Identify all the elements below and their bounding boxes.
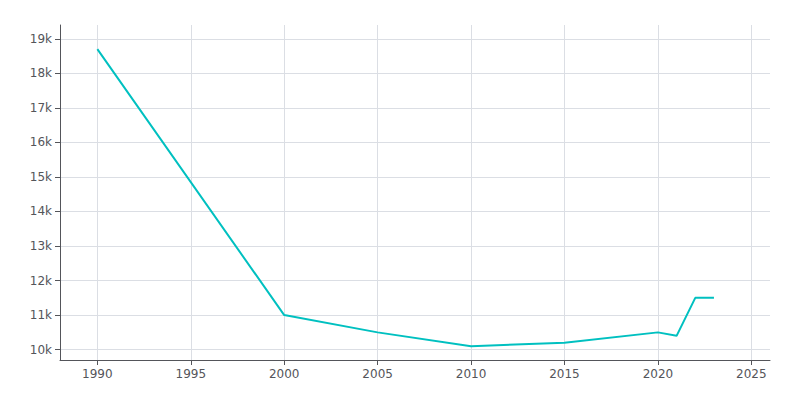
svg-text:14k: 14k: [30, 204, 52, 218]
svg-text:2000: 2000: [269, 367, 300, 381]
svg-text:2015: 2015: [549, 367, 580, 381]
svg-text:15k: 15k: [30, 170, 52, 184]
svg-text:18k: 18k: [30, 66, 52, 80]
svg-text:1995: 1995: [176, 367, 207, 381]
svg-text:2025: 2025: [736, 367, 767, 381]
svg-text:19k: 19k: [30, 32, 52, 46]
svg-text:1990: 1990: [82, 367, 113, 381]
svg-text:2005: 2005: [362, 367, 393, 381]
svg-text:12k: 12k: [30, 274, 52, 288]
svg-text:2010: 2010: [456, 367, 487, 381]
svg-text:13k: 13k: [30, 239, 52, 253]
svg-text:16k: 16k: [30, 135, 52, 149]
svg-text:2020: 2020: [643, 367, 674, 381]
svg-text:10k: 10k: [30, 343, 52, 357]
svg-text:11k: 11k: [30, 308, 52, 322]
svg-text:17k: 17k: [30, 101, 52, 115]
